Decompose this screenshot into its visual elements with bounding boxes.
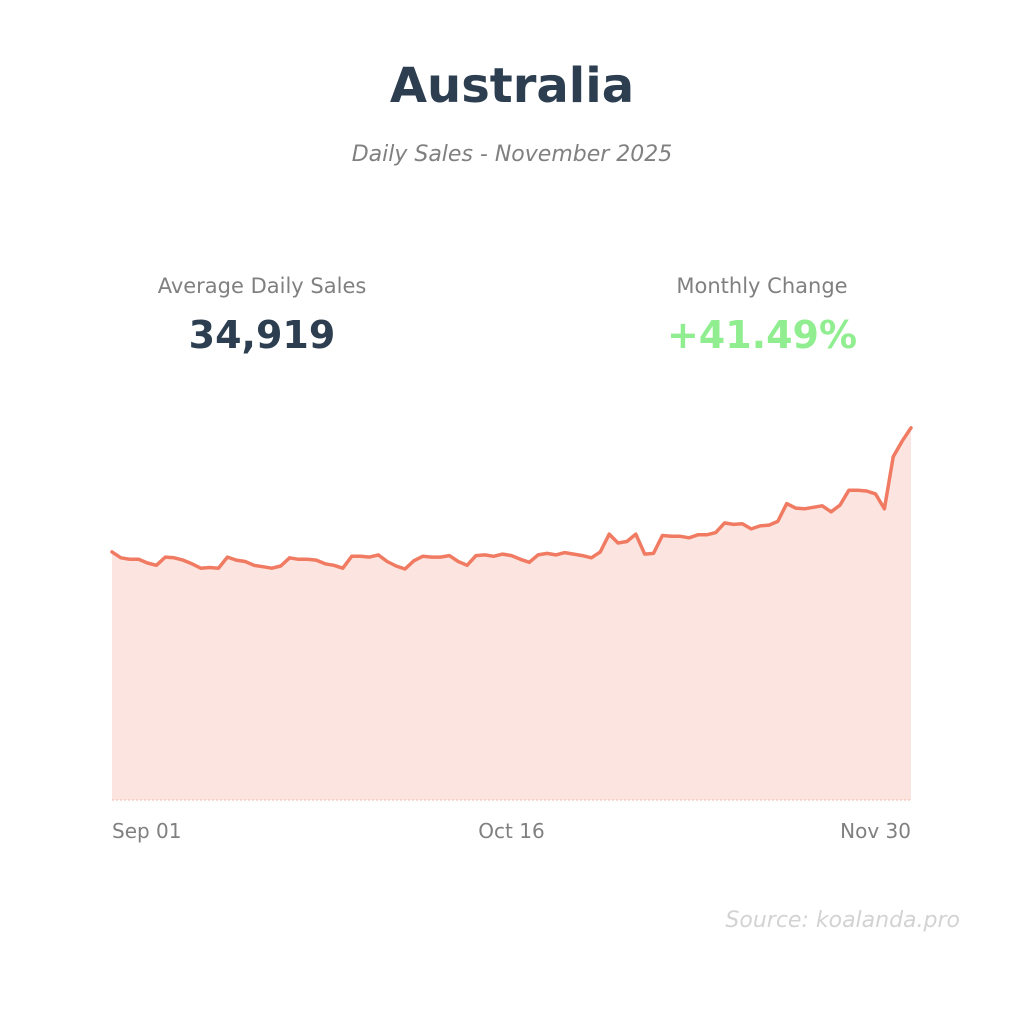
x-tick-label: Oct 16 — [478, 819, 544, 843]
average-daily-sales-value: 34,919 — [188, 313, 336, 357]
average-daily-sales-stat: Average Daily Sales 34,919 — [82, 272, 442, 358]
average-daily-sales-label: Average Daily Sales — [157, 274, 367, 298]
x-tick-label: Nov 30 — [840, 819, 911, 843]
page-subtitle: Daily Sales - November 2025 — [351, 142, 673, 167]
sales-area-fill — [112, 427, 911, 800]
source-credit: Source: koalanda.pro — [725, 908, 960, 933]
x-tick-label: Sep 01 — [112, 819, 182, 843]
monthly-change-value: +41.49% — [666, 313, 858, 357]
monthly-change-label: Monthly Change — [676, 274, 848, 298]
page-title: Australia — [389, 58, 635, 114]
monthly-change-stat: Monthly Change +41.49% — [582, 272, 942, 358]
sales-series-line — [110, 426, 913, 571]
